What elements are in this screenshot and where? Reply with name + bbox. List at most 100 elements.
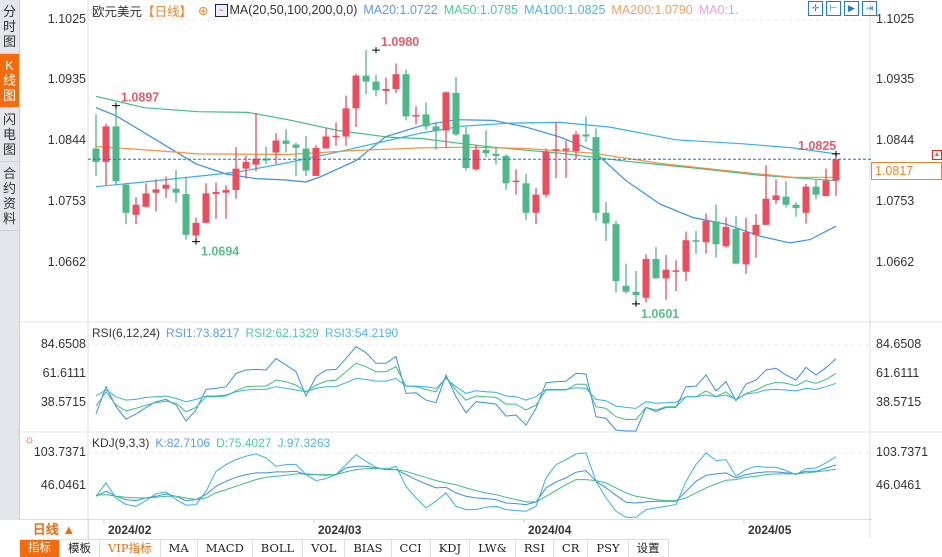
indicator-tab[interactable]: KDJ [431,540,471,557]
candle [352,73,360,128]
rsi3-value: RSI3:54.2190 [324,326,399,340]
candle-body [102,126,110,162]
kdj-tick-label: 103.7371 [876,445,929,459]
candle-body [682,240,690,272]
candle-body [702,220,710,243]
kdj-tick-label: 46.0461 [876,478,922,492]
date-tick-label: 2024/02 [108,523,152,537]
period-selector[interactable]: 日线 ▲ [20,520,89,539]
d-value: D:75.4027 [216,436,272,450]
candle-body [662,269,670,279]
current-price-tag: 1.0817 [871,162,942,180]
rsi-tick-label: 38.5715 [40,394,86,409]
sidebar-tab-contract-info[interactable]: 合约资料 [0,162,19,231]
candle [802,184,810,224]
indicator-tab[interactable]: RSI [516,540,554,557]
indicator-tab[interactable]: VIP指标 [100,540,161,557]
candle-body [742,232,750,265]
j-value: J:97.3263 [277,436,331,450]
extreme-price-label: 1.0694 [201,245,239,259]
period-tag[interactable]: 【日线】 [142,4,193,19]
candle [702,213,710,254]
chart-toolbar: ✛ ⊢ ▶ ⇥ [808,1,877,16]
indicator-tab[interactable]: PSY [588,540,629,557]
indicator-tab[interactable]: LW& [470,540,516,557]
sidebar-tab-kline[interactable]: K线图 [0,54,19,108]
candle [332,122,340,146]
k-value: K:82.7106 [155,436,211,450]
date-tick-label: 2024/05 [748,523,792,537]
price-tick-label: 1.0844 [876,133,915,148]
candle [712,204,720,258]
price-tick-label: 1.0935 [876,72,915,87]
candle [132,197,140,225]
indicator-tab[interactable]: 设置 [629,540,669,557]
add-target-icon[interactable]: ⊕ [198,3,209,18]
crosshair-icon[interactable]: ✛ [808,1,823,16]
candle-body [332,135,340,138]
indicator-tab[interactable]: VOL [303,540,346,557]
settings-sun-icon[interactable]: ☼ [24,432,35,446]
price-tick-label: 1.0844 [47,133,86,148]
indicator-tab[interactable]: MA [161,540,198,557]
indicator-tab[interactable]: 模板 [60,540,100,557]
ma200-value: MA200:1.0790 [611,3,693,17]
candle-body [322,136,330,149]
candle-body [822,180,830,197]
zoom-left-icon[interactable]: ⊢ [826,1,841,16]
indicator-tab[interactable]: BIAS [345,540,392,557]
candle [302,135,310,176]
price-tick-label: 1.0935 [47,72,86,87]
candle-body [652,258,660,279]
candle-body [182,194,190,235]
candle-body [342,108,350,137]
indicator-tab[interactable]: CR [554,540,589,557]
candle [522,173,530,221]
move-end-icon[interactable]: ⇥ [862,1,877,16]
candle [212,182,220,219]
play-icon[interactable]: ▶ [844,1,859,16]
candle-body [582,134,590,137]
candle-body [412,115,420,117]
main-chart-header: 欧元美元 【日线】 ⊕ ~ MA(20,50,100,200,0,0) MA20… [92,2,739,19]
candle [592,128,600,221]
candle [672,260,680,292]
candle-body [482,149,490,154]
candle [822,168,830,197]
candle [752,214,760,258]
candle-body [782,196,790,205]
ma20-line [95,107,837,244]
indicator-tab[interactable]: CCI [392,540,431,557]
rsi-tick-label: 61.6111 [876,366,920,380]
sidebar-tab-flash[interactable]: 闪电图 [0,108,19,162]
indicator-tab[interactable]: BOLL [253,540,304,557]
candle-body [142,193,150,207]
sidebar-tab-timeshare[interactable]: 分时图 [0,0,19,54]
candle-body [172,188,180,193]
ma0-value: MA0:1. [698,3,739,17]
candle-body [432,126,440,131]
indicator-tab[interactable]: 指标 [20,540,60,557]
candle-body [312,147,320,176]
candle-body [562,148,570,151]
candle-body [162,184,170,189]
candle [202,183,210,223]
candle [782,181,790,208]
candle-body [832,159,840,181]
ma100-value: MA100:1.0825 [524,3,606,17]
indicator-tab[interactable]: MACD [198,540,253,557]
candle [612,220,620,293]
candle [722,217,730,248]
candle-body [512,180,520,183]
extreme-marker [632,300,640,307]
ma-settings-icon[interactable]: ~ [214,3,228,17]
price-alert-icon[interactable]: ▲ [932,150,942,160]
candle [432,121,440,150]
candle [322,128,330,149]
kdj-header: KDJ(9,3,3) K:82.7106 D:75.4027 J:97.3263 [92,436,330,450]
candle [462,127,470,171]
extreme-price-label: 1.0825 [798,139,836,153]
symbol-name: 欧元美元 [92,4,143,19]
candle [482,130,490,158]
